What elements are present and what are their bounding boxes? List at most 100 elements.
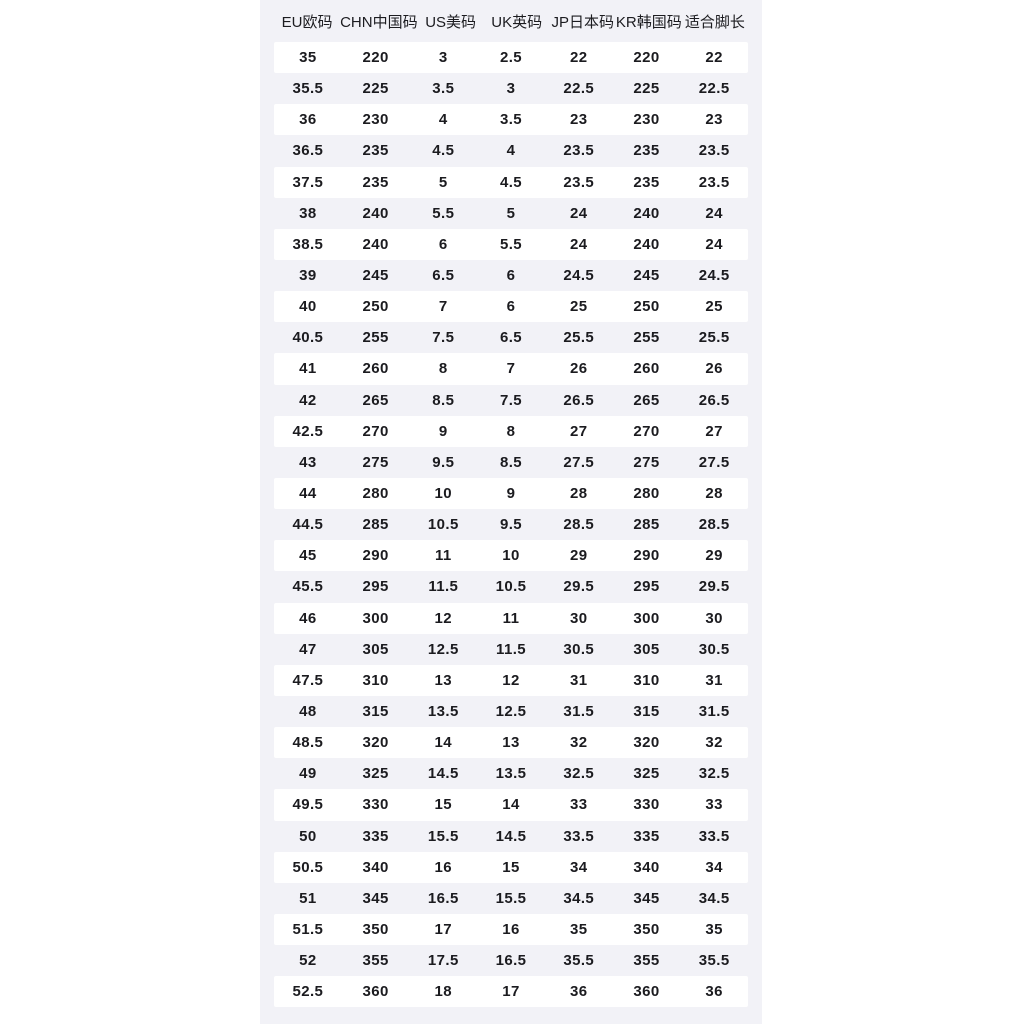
size-cell: 6 (506, 298, 516, 316)
size-cell: 12.5 (495, 703, 527, 721)
size-cell: 320 (633, 734, 660, 752)
size-cell: 325 (362, 765, 389, 783)
size-cell: 3 (506, 80, 516, 98)
size-cell: 330 (633, 796, 660, 814)
table-row: 50.5 340 16 15 34 340 34 (274, 851, 748, 883)
size-cell: 8.5 (432, 391, 455, 409)
table-row: 40 250 7 6 25 250 25 (274, 291, 748, 323)
size-cell: 245 (633, 267, 660, 285)
size-cell: 36.5 (292, 142, 324, 160)
size-cell: 310 (633, 671, 660, 689)
size-cell: 42.5 (292, 422, 324, 440)
size-cell: 290 (362, 547, 389, 565)
size-cell: 36 (705, 983, 723, 1001)
size-cell: 17 (434, 921, 453, 938)
size-cell: 255 (362, 329, 389, 347)
size-cell: 11 (502, 609, 520, 627)
size-cell: 5 (438, 173, 448, 191)
table-row: 42.5 270 9 8 27 270 27 (274, 415, 748, 447)
size-cell: 48 (299, 703, 317, 721)
size-cell: 52.5 (292, 983, 324, 1001)
size-cell: 26 (569, 360, 588, 378)
size-cell: 9 (506, 485, 516, 503)
size-cell: 45.5 (292, 578, 324, 596)
size-cell: 240 (362, 204, 389, 222)
size-cell: 51.5 (292, 921, 324, 938)
size-cell: 48.5 (292, 734, 324, 752)
size-cell: 275 (633, 453, 660, 471)
table-row: 50 335 15.5 14.5 33.5 335 33.5 (274, 821, 748, 852)
size-cell: 230 (633, 111, 660, 129)
size-cell: 13.5 (495, 765, 527, 783)
table-row: 38.5 240 6 5.5 24 240 24 (274, 228, 748, 260)
size-cell: 3 (438, 49, 448, 67)
table-row: 47.5 310 13 12 31 310 31 (274, 664, 748, 696)
size-cell: 24 (705, 235, 723, 253)
size-cell: 5 (506, 204, 516, 222)
size-cell: 4.5 (432, 142, 455, 160)
size-cell: 8.5 (499, 453, 523, 471)
table-row: 45.5 295 11.5 10.5 29.5 295 29.5 (274, 571, 748, 602)
size-cell: 355 (362, 952, 389, 970)
size-cell: 26.5 (563, 391, 595, 409)
size-cell: 15 (434, 796, 453, 814)
size-cell: 16.5 (427, 889, 459, 907)
size-cell: 6.5 (499, 329, 523, 347)
size-cell: 35 (705, 921, 723, 938)
column-header: KR韩国码 (615, 13, 682, 31)
size-cell: 10 (434, 485, 453, 503)
size-cell: 220 (362, 49, 389, 67)
table-row: 52.5 360 18 17 36 360 36 (274, 976, 748, 1008)
size-cell: 10.5 (427, 516, 459, 534)
size-cell: 225 (633, 80, 660, 98)
size-cell: 33.5 (698, 827, 730, 845)
size-cell: 13.5 (427, 703, 459, 721)
size-cell: 255 (633, 329, 660, 347)
size-cell: 29.5 (563, 578, 595, 596)
table-row: 35.5 225 3.5 3 22.5 225 22.5 (274, 73, 748, 104)
size-cell: 235 (362, 173, 389, 191)
size-cell: 40 (299, 298, 317, 316)
size-cell: 235 (633, 142, 660, 160)
size-cell: 8 (438, 360, 448, 378)
size-cell: 13 (434, 671, 453, 689)
table-row: 36.5 235 4.5 4 23.5 235 23.5 (274, 135, 748, 166)
size-cell: 3.5 (499, 111, 523, 129)
size-cell: 16.5 (495, 952, 527, 970)
size-cell: 280 (633, 485, 660, 503)
size-cell: 265 (362, 391, 389, 409)
table-row: 41 260 8 7 26 260 26 (274, 353, 748, 385)
size-cell: 28.5 (698, 516, 730, 534)
size-cell: 47.5 (292, 671, 324, 689)
size-cell: 41 (299, 360, 317, 378)
size-cell: 12 (434, 609, 453, 627)
size-cell: 27.5 (563, 453, 595, 471)
column-header: UK英码 (491, 13, 543, 31)
size-cell: 15 (502, 858, 520, 876)
size-cell: 22.5 (698, 80, 730, 98)
table-row: 36 230 4 3.5 23 230 23 (274, 104, 748, 136)
column-header: JP日本码 (551, 13, 615, 31)
size-cell: 36 (569, 983, 588, 1001)
size-cell: 11 (434, 547, 452, 565)
table-row: 48 315 13.5 12.5 31.5 315 31.5 (274, 696, 748, 727)
size-cell: 49 (299, 765, 317, 783)
size-cell: 11.5 (428, 578, 459, 596)
size-cell: 35 (569, 921, 588, 938)
size-cell: 240 (633, 235, 660, 253)
size-cell: 31 (569, 671, 588, 689)
size-cell: 250 (633, 298, 660, 316)
size-cell: 18 (434, 983, 453, 1001)
table-row: 51 345 16.5 15.5 34.5 345 34.5 (274, 883, 748, 914)
size-cell: 3.5 (432, 80, 455, 98)
size-cell: 11.5 (496, 640, 526, 658)
table-header-row: EU欧码 CHN中国码 US美码 UK英码 JP日本码 KR韩国码 适合脚长 (274, 0, 748, 42)
size-cell: 235 (633, 173, 660, 191)
size-cell: 42 (299, 391, 317, 409)
size-cell: 15.5 (495, 889, 527, 907)
size-cell: 285 (633, 516, 660, 534)
size-cell: 340 (633, 858, 660, 876)
size-cell: 345 (362, 889, 389, 907)
size-cell: 30 (569, 609, 588, 627)
size-cell: 4.5 (499, 173, 523, 191)
